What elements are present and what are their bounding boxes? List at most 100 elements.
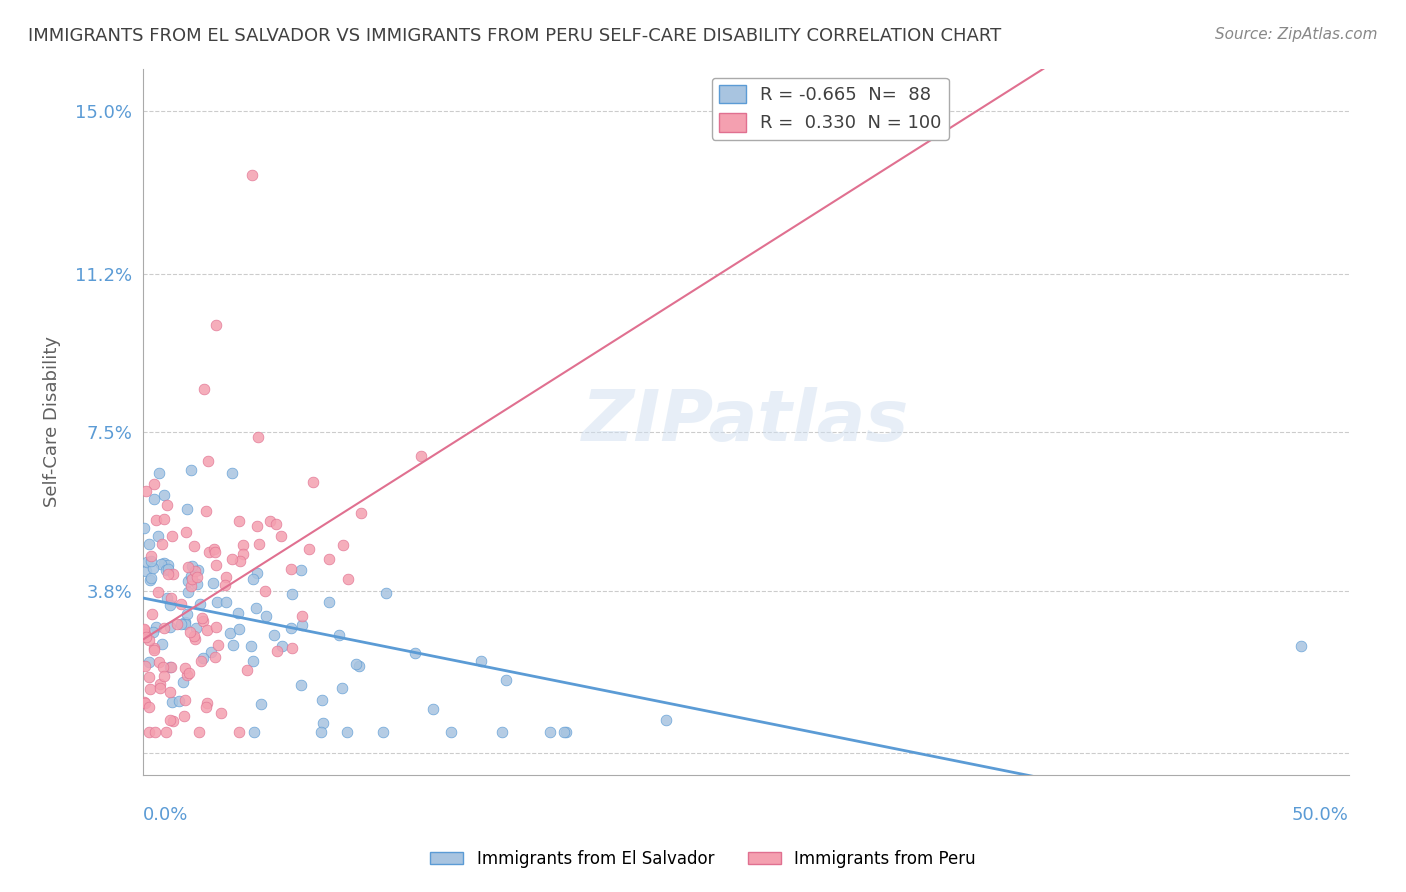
Immigrants from El Salvador xyxy=(156,591,179,606)
Immigrants from Peru xyxy=(198,545,221,559)
Immigrants from Peru xyxy=(138,633,160,648)
Immigrants from Peru xyxy=(280,562,302,576)
Immigrants from Peru xyxy=(204,650,226,665)
Immigrants from El Salvador xyxy=(226,606,249,620)
Immigrants from Peru xyxy=(135,484,157,499)
Immigrants from El Salvador xyxy=(180,569,202,583)
Immigrants from Peru xyxy=(160,591,183,605)
Legend: Immigrants from El Salvador, Immigrants from Peru: Immigrants from El Salvador, Immigrants … xyxy=(423,844,983,875)
Immigrants from El Salvador xyxy=(173,615,195,630)
Immigrants from Peru xyxy=(194,504,217,518)
Immigrants from Peru xyxy=(143,724,166,739)
Immigrants from El Salvador xyxy=(146,529,169,543)
Immigrants from Peru xyxy=(134,627,156,641)
Immigrants from El Salvador xyxy=(150,637,173,651)
Immigrants from Peru xyxy=(134,623,156,637)
Immigrants from Peru xyxy=(159,714,181,728)
Immigrants from Peru xyxy=(350,506,373,520)
Text: 0.0%: 0.0% xyxy=(143,806,188,824)
Immigrants from Peru xyxy=(180,579,202,593)
Immigrants from El Salvador xyxy=(318,595,340,609)
Immigrants from Peru xyxy=(138,670,160,684)
Immigrants from Peru xyxy=(149,681,172,695)
Immigrants from El Salvador xyxy=(170,617,193,632)
Immigrants from El Salvador xyxy=(172,674,194,689)
Immigrants from El Salvador xyxy=(422,702,444,716)
Immigrants from El Salvador xyxy=(159,660,181,674)
Immigrants from El Salvador xyxy=(263,628,285,642)
Immigrants from El Salvador xyxy=(328,628,350,642)
Immigrants from Peru xyxy=(195,700,218,714)
Immigrants from Peru xyxy=(411,449,433,463)
Immigrants from Peru xyxy=(221,551,243,566)
Immigrants from El Salvador xyxy=(228,622,250,636)
Immigrants from El Salvador xyxy=(141,571,163,585)
Immigrants from El Salvador xyxy=(312,715,335,730)
Immigrants from El Salvador xyxy=(245,601,267,615)
Immigrants from Peru xyxy=(134,658,156,673)
Immigrants from Peru xyxy=(280,641,302,656)
Immigrants from Peru xyxy=(152,621,174,635)
Immigrants from Peru xyxy=(138,700,160,714)
Immigrants from El Salvador xyxy=(290,563,312,577)
Immigrants from Peru xyxy=(232,538,254,552)
Immigrants from El Salvador xyxy=(141,561,163,575)
Immigrants from Peru xyxy=(159,685,181,699)
Immigrants from Peru xyxy=(177,559,200,574)
Immigrants from Peru xyxy=(298,541,321,556)
Immigrants from Peru xyxy=(170,597,193,611)
Immigrants from Peru xyxy=(179,625,201,640)
Immigrants from El Salvador xyxy=(177,584,200,599)
Immigrants from Peru xyxy=(332,538,354,552)
Immigrants from El Salvador xyxy=(176,502,198,516)
Text: 50.0%: 50.0% xyxy=(1292,806,1348,824)
Immigrants from El Salvador xyxy=(156,558,179,573)
Immigrants from Peru xyxy=(132,624,155,638)
Immigrants from Peru xyxy=(186,569,208,583)
Immigrants from El Salvador xyxy=(371,724,394,739)
Immigrants from Peru xyxy=(132,695,155,709)
Immigrants from Peru xyxy=(193,383,215,397)
Immigrants from Peru xyxy=(146,585,169,599)
Immigrants from El Salvador xyxy=(205,595,228,609)
Immigrants from Peru xyxy=(240,169,263,183)
Immigrants from Peru xyxy=(155,724,177,739)
Immigrants from Peru xyxy=(190,654,212,668)
Immigrants from Peru xyxy=(162,567,184,582)
Y-axis label: Self-Care Disability: Self-Care Disability xyxy=(44,336,60,507)
Immigrants from El Salvador xyxy=(240,639,263,653)
Immigrants from El Salvador xyxy=(180,463,202,477)
Immigrants from El Salvador xyxy=(187,563,209,577)
Immigrants from El Salvador xyxy=(538,724,561,739)
Immigrants from El Salvador xyxy=(143,492,166,507)
Immigrants from Peru xyxy=(246,518,269,533)
Immigrants from Peru xyxy=(228,724,250,739)
Immigrants from El Salvador xyxy=(222,638,245,652)
Immigrants from Peru xyxy=(143,643,166,657)
Immigrants from Peru xyxy=(176,667,198,681)
Immigrants from El Salvador xyxy=(142,624,165,639)
Immigrants from El Salvador xyxy=(290,677,312,691)
Immigrants from El Salvador xyxy=(291,618,314,632)
Immigrants from Peru xyxy=(138,682,160,697)
Immigrants from Peru xyxy=(145,513,167,527)
Immigrants from Peru xyxy=(215,570,238,584)
Immigrants from Peru xyxy=(229,554,252,568)
Immigrants from Peru xyxy=(232,548,254,562)
Immigrants from El Salvador xyxy=(156,561,179,575)
Immigrants from El Salvador xyxy=(174,616,197,631)
Immigrants from El Salvador xyxy=(280,587,302,601)
Immigrants from Peru xyxy=(162,714,184,728)
Immigrants from Peru xyxy=(156,498,179,512)
Immigrants from Peru xyxy=(302,475,325,490)
Immigrants from Peru xyxy=(134,696,156,710)
Immigrants from El Salvador xyxy=(152,488,174,502)
Immigrants from El Salvador xyxy=(250,697,273,711)
Immigrants from Peru xyxy=(184,632,207,646)
Legend: R = -0.665  N=  88, R =  0.330  N = 100: R = -0.665 N= 88, R = 0.330 N = 100 xyxy=(711,78,949,140)
Immigrants from Peru xyxy=(195,696,218,710)
Immigrants from El Salvador xyxy=(374,586,396,600)
Immigrants from Peru xyxy=(193,615,215,629)
Immigrants from Peru xyxy=(166,616,188,631)
Immigrants from Peru xyxy=(150,537,173,551)
